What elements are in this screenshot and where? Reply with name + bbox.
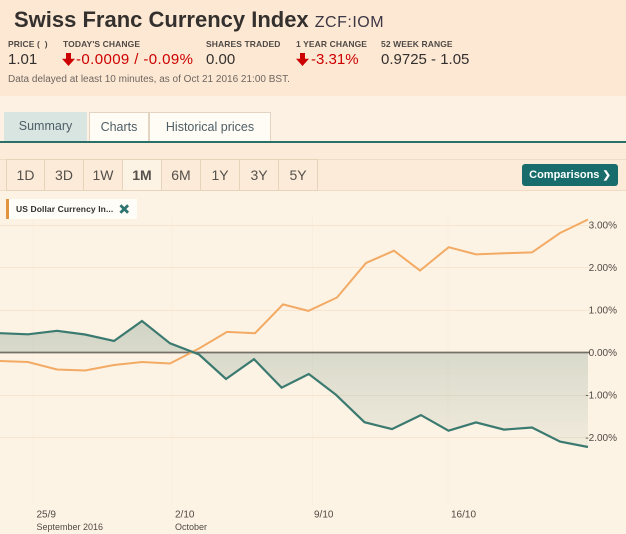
svg-text:3.00%: 3.00% (589, 221, 617, 232)
svg-text:9/10: 9/10 (314, 510, 334, 521)
svg-text:September 2016: September 2016 (37, 522, 104, 532)
svg-text:1.00%: 1.00% (589, 306, 617, 317)
svg-text:0.00%: 0.00% (589, 348, 617, 359)
svg-text:16/10: 16/10 (451, 510, 476, 521)
svg-text:2.00%: 2.00% (589, 263, 617, 274)
svg-text:25/9: 25/9 (37, 510, 57, 521)
svg-text:-1.00%: -1.00% (585, 391, 617, 402)
svg-text:October: October (175, 522, 207, 532)
svg-text:-2.00%: -2.00% (585, 433, 617, 444)
svg-text:2/10: 2/10 (175, 510, 195, 521)
